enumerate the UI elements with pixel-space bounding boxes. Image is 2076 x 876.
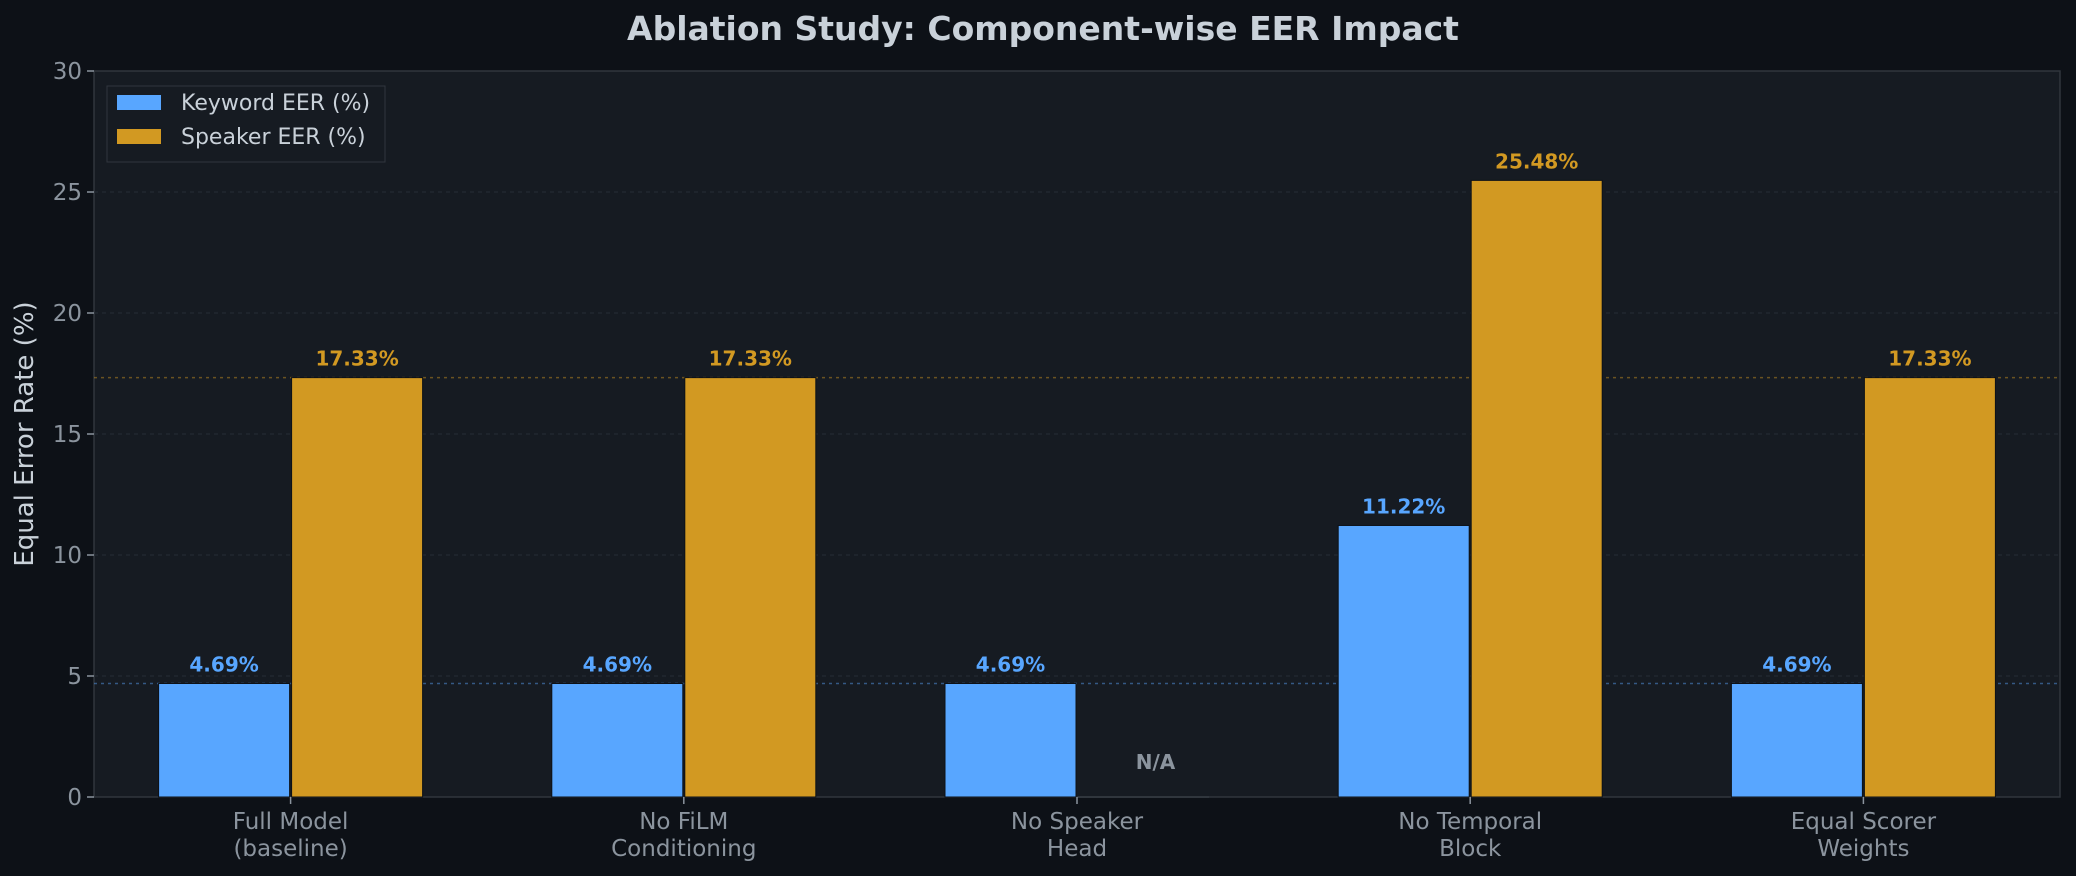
x-tick-label: Head <box>1047 836 1107 862</box>
bar-value-label: 4.69% <box>1762 653 1831 677</box>
x-tick-label: No Speaker <box>1011 809 1144 835</box>
bar-value-label-na: N/A <box>1136 750 1176 774</box>
x-tick-label: Equal Scorer <box>1791 809 1937 835</box>
legend-label: Speaker EER (%) <box>181 125 366 150</box>
value-labels: 4.69% 17.33% 4.69% 17.33% 4.69% N/A 11.22% 25.4… <box>189 149 1971 774</box>
y-tick-label: 5 <box>67 664 82 690</box>
legend-label: Keyword EER (%) <box>181 91 370 116</box>
bar-value-label: 4.69% <box>189 653 258 677</box>
x-tick-label: Full Model <box>233 809 349 835</box>
y-axis-label: Equal Error Rate (%) <box>10 301 40 566</box>
legend: Keyword EER (%) Speaker EER (%) <box>106 85 386 163</box>
bar-speaker <box>684 377 817 798</box>
y-tick-label: 10 <box>53 543 82 569</box>
bar-value-label: 17.33% <box>709 347 792 371</box>
y-tick-label: 20 <box>53 301 82 327</box>
bar-value-label: 4.69% <box>976 653 1045 677</box>
legend-swatch <box>117 129 161 144</box>
bar-keyword <box>1730 683 1863 798</box>
legend-swatch <box>117 95 161 110</box>
bar-speaker <box>1863 377 1996 798</box>
x-tick-label: (baseline) <box>233 836 347 862</box>
bar-value-label: 4.69% <box>583 653 652 677</box>
x-tick-label: Conditioning <box>611 836 756 862</box>
x-tick-label: Block <box>1439 836 1502 862</box>
x-tick-label: Weights <box>1817 836 1909 862</box>
bar-value-label: 17.33% <box>1888 347 1971 371</box>
y-tick-label: 0 <box>67 785 82 811</box>
chart-title: Ablation Study: Component-wise EER Impac… <box>627 9 1459 48</box>
y-tick-label: 15 <box>53 422 82 448</box>
bar-value-label: 17.33% <box>315 347 398 371</box>
y-axis-ticks: 0 5 10 15 20 25 30 <box>53 59 94 811</box>
y-tick-label: 25 <box>53 180 82 206</box>
bar-speaker <box>1470 179 1603 798</box>
bar-keyword <box>158 683 291 798</box>
bar-speaker <box>291 377 424 798</box>
bar-keyword <box>944 683 1077 798</box>
x-tick-label: No Temporal <box>1398 809 1542 835</box>
bar-value-label: 11.22% <box>1362 494 1445 518</box>
x-tick-label: No FiLM <box>639 809 728 835</box>
bar-value-label: 25.48% <box>1495 149 1578 173</box>
bar-keyword <box>551 683 684 798</box>
y-tick-label: 30 <box>53 59 82 85</box>
bar-keyword <box>1337 524 1470 798</box>
bar-series <box>158 179 1996 798</box>
